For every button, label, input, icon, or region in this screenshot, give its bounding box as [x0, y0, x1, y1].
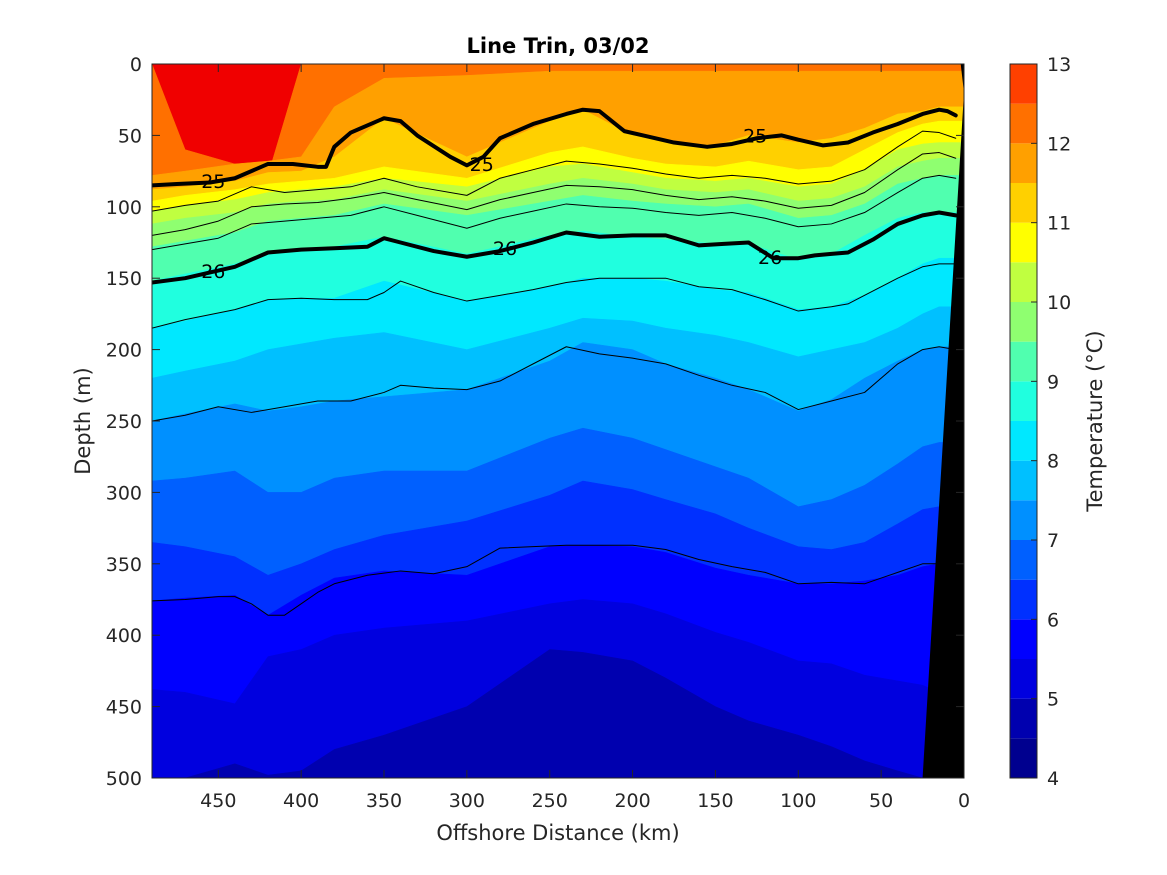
- chart-title: Line Trin, 03/02: [466, 34, 649, 58]
- colorbar-tick-label: 8: [1047, 451, 1059, 473]
- contour-labels: 25 25 25 26 26 26: [201, 125, 782, 283]
- y-axis-label: Depth (m): [71, 367, 95, 474]
- contour-label-25: 25: [201, 171, 225, 193]
- colorbar-swatch: [1010, 302, 1037, 342]
- colorbar-label: Temperature (°C): [1083, 330, 1107, 512]
- colorbar-tick-label: 6: [1047, 609, 1059, 631]
- y-tick-label: 350: [106, 554, 142, 576]
- y-tick-label: 0: [130, 54, 142, 76]
- colorbar-tick-label: 9: [1047, 371, 1059, 393]
- colorbar: 4 5 6 7 8 9 10 11 12 13: [1009, 54, 1071, 790]
- y-tick-label: 500: [106, 768, 142, 790]
- y-tick-label: 150: [106, 268, 142, 290]
- temperature-fill: [152, 64, 964, 778]
- colorbar-tick-label: 4: [1047, 768, 1059, 790]
- colorbar-swatch: [1010, 738, 1037, 778]
- y-tick-label: 200: [106, 340, 142, 362]
- y-tick-label: 250: [106, 411, 142, 433]
- x-axis-label: Offshore Distance (km): [436, 821, 679, 845]
- colorbar-swatch: [1010, 460, 1037, 501]
- colorbar-swatch: [1010, 619, 1037, 659]
- contour-label-25: 25: [743, 125, 767, 147]
- colorbar-swatch: [1010, 421, 1037, 461]
- contour-label-26: 26: [201, 261, 225, 283]
- contour-label-25: 25: [470, 154, 494, 176]
- contour-label-26: 26: [758, 247, 782, 269]
- colorbar-tick-label: 13: [1047, 54, 1071, 76]
- x-tick-label: 250: [532, 790, 568, 812]
- density-contour-25_5: [152, 152, 957, 236]
- land-mask-wedge: [922, 64, 964, 778]
- x-tick-label: 400: [283, 790, 319, 812]
- colorbar-swatch: [1010, 341, 1037, 382]
- land-mask: [922, 64, 964, 778]
- colorbar-swatch: [1010, 579, 1037, 620]
- density-contours: [152, 107, 958, 616]
- x-tick-label: 100: [780, 790, 816, 812]
- contour-label-26: 26: [493, 238, 517, 260]
- colorbar-swatch: [1010, 222, 1037, 263]
- x-tick-label: 50: [869, 790, 893, 812]
- density-contour-25: [152, 107, 958, 188]
- y-tick-label: 400: [106, 625, 142, 647]
- y-tick-label: 50: [118, 125, 142, 147]
- colorbar-tick-label: 5: [1047, 689, 1059, 711]
- colorbar-swatch: [1010, 381, 1037, 421]
- density-contour-25_25: [152, 130, 957, 212]
- colorbar-tick-label: 12: [1047, 133, 1071, 155]
- x-tick-label: 200: [614, 790, 650, 812]
- y-axis: 0 50 100 150 200 250 300 350 400 450 500: [106, 54, 964, 790]
- colorbar-swatch: [1010, 64, 1037, 104]
- density-contour-26_5: [152, 346, 957, 422]
- x-tick-label: 300: [449, 790, 485, 812]
- x-tick-label: 150: [697, 790, 733, 812]
- y-tick-label: 450: [106, 697, 142, 719]
- colorbar-swatch: [1010, 659, 1037, 699]
- x-tick-label: 350: [366, 790, 402, 812]
- density-contour-26_25: [152, 263, 957, 329]
- colorbar-swatch: [1010, 183, 1037, 223]
- density-contour-25_75: [152, 174, 957, 251]
- colorbar-frame: [1009, 63, 1038, 779]
- colorbar-swatch: [1010, 698, 1037, 739]
- colorbar-swatch: [1010, 143, 1037, 183]
- y-tick-label: 100: [106, 197, 142, 219]
- x-tick-label: 450: [200, 790, 236, 812]
- colorbar-tick-label: 10: [1047, 292, 1071, 314]
- density-contour-26_75: [152, 544, 957, 616]
- colorbar-swatch: [1010, 103, 1037, 144]
- y-tick-label: 300: [106, 482, 142, 504]
- colorbar-tick-label: 7: [1047, 530, 1059, 552]
- x-tick-label: 0: [958, 790, 970, 812]
- colorbar-swatch: [1010, 500, 1037, 540]
- colorbar-tick-label: 11: [1047, 213, 1071, 235]
- density-contour-26: [152, 210, 958, 285]
- colorbar-swatch: [1010, 262, 1037, 302]
- colorbar-swatch: [1010, 540, 1037, 580]
- x-axis: 450 400 350 300 250 200 150 100 50 0: [200, 64, 970, 812]
